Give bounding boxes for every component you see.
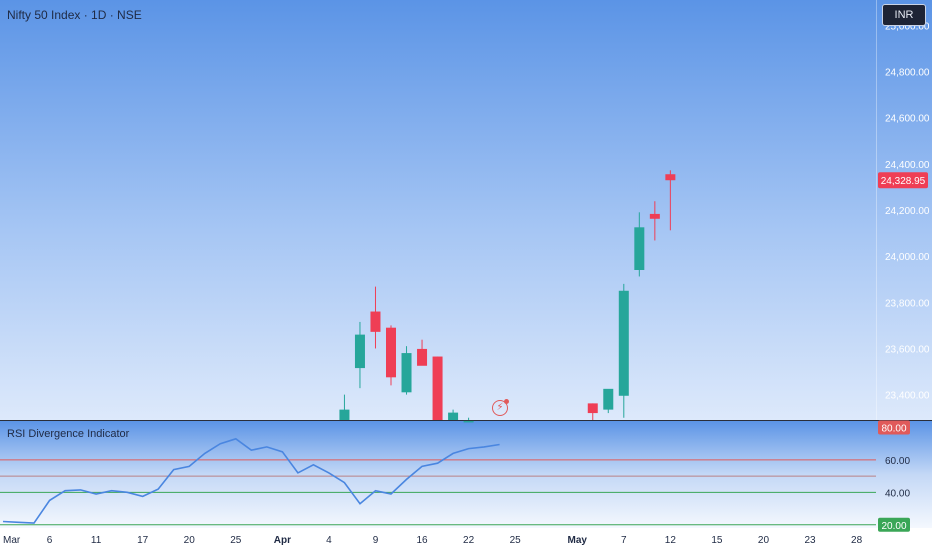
- price-axis-label: 24,200.00: [885, 206, 930, 217]
- time-axis-label: 4: [326, 535, 332, 546]
- rsi-level-tag: [878, 420, 910, 435]
- last-price-tag: [878, 172, 928, 189]
- time-axis-label: 23: [804, 535, 816, 546]
- price-axis-label: 24,000.00: [885, 252, 930, 263]
- indicator-title: RSI Divergence Indicator: [7, 428, 130, 440]
- time-axis-label: 20: [184, 535, 196, 546]
- candle: [649, 201, 660, 241]
- rsi-line: [2, 437, 500, 524]
- time-axis-label: 11: [91, 535, 102, 546]
- chart-title: Nifty 50 Index · 1D · NSE: [7, 8, 142, 22]
- time-axis-label: 25: [510, 535, 522, 546]
- last-price-label: 24,328.95: [881, 176, 926, 187]
- candle: [587, 403, 598, 420]
- candle: [448, 409, 459, 420]
- time-axis-label: 16: [416, 535, 428, 546]
- currency-button[interactable]: INR: [882, 4, 926, 26]
- candle-body: [587, 403, 598, 414]
- price-axis-label: 24,400.00: [885, 160, 930, 171]
- candle-body: [354, 334, 365, 369]
- candle: [417, 339, 428, 366]
- candle-body: [603, 388, 614, 410]
- price-axis-label: 23,400.00: [885, 391, 930, 402]
- candle: [618, 283, 629, 418]
- alert-dot: [504, 399, 509, 404]
- candle-body: [370, 311, 381, 332]
- time-axis-label: 15: [711, 535, 723, 546]
- price-axis-label: 25,000.00: [885, 21, 930, 32]
- candle-body: [401, 353, 412, 393]
- time-axis-label: 12: [665, 535, 677, 546]
- candle: [370, 286, 381, 349]
- price-pane-background: [0, 0, 932, 420]
- candle-body: [417, 348, 428, 366]
- candle: [634, 212, 645, 277]
- rsi-level-label: 60.00: [885, 456, 910, 467]
- time-axis-label: 25: [230, 535, 242, 546]
- time-axis-label: 22: [463, 535, 475, 546]
- time-axis-background: [0, 528, 932, 550]
- candle: [665, 170, 676, 231]
- lightning-alert-icon[interactable]: ⚡: [492, 399, 509, 416]
- time-axis-label: 7: [621, 535, 627, 546]
- price-axis-label: 23,600.00: [885, 344, 930, 355]
- candle-body: [634, 227, 645, 270]
- price-axis-label: 23,800.00: [885, 298, 930, 309]
- rsi-level-tag: [878, 517, 910, 532]
- time-axis-label: 20: [758, 535, 770, 546]
- rsi-pane-background: [0, 421, 932, 528]
- candle: [386, 325, 396, 386]
- time-axis-label: 6: [47, 535, 53, 546]
- price-axis-label: 24,600.00: [885, 114, 930, 125]
- candle: [603, 388, 614, 414]
- candle-body: [463, 420, 474, 423]
- rsi-level-label: 80.00: [881, 423, 906, 434]
- candle: [339, 394, 350, 420]
- time-axis-label: 9: [373, 535, 379, 546]
- time-axis-label: May: [568, 535, 588, 546]
- candle-body: [448, 412, 459, 420]
- candle-body: [386, 327, 396, 378]
- time-axis-label: 17: [137, 535, 149, 546]
- rsi-level-label: 40.00: [885, 488, 910, 499]
- candle-body: [339, 409, 350, 420]
- candle: [463, 417, 474, 423]
- candle: [354, 321, 365, 389]
- time-axis-label: Mar: [3, 535, 21, 546]
- time-axis-label: Apr: [274, 535, 291, 546]
- candle-body: [618, 290, 629, 396]
- candle-body: [432, 356, 443, 420]
- candle: [401, 346, 412, 395]
- time-axis-label: 28: [851, 535, 863, 546]
- candle-body: [649, 213, 660, 219]
- price-axis-label: 24,800.00: [885, 68, 930, 79]
- candle: [432, 356, 443, 420]
- candle-body: [665, 174, 676, 181]
- rsi-level-label: 20.00: [881, 521, 906, 532]
